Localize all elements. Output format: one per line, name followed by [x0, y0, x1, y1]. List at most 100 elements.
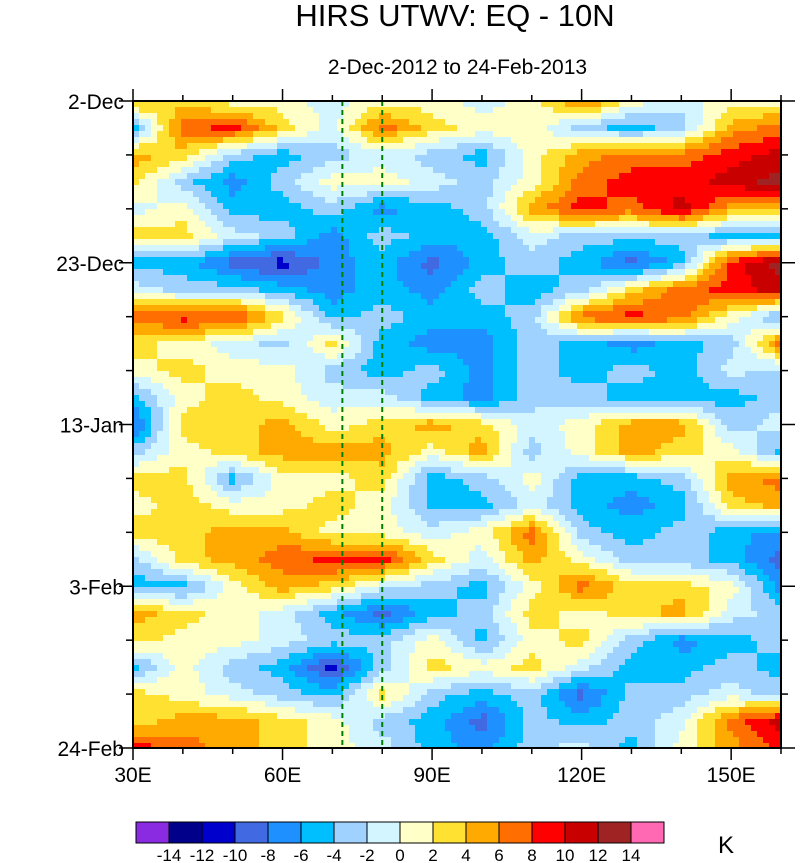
heatmap-cell: [187, 281, 194, 288]
heatmap-cell: [559, 341, 566, 348]
heatmap-cell: [433, 185, 440, 192]
heatmap-cell: [673, 341, 680, 348]
heatmap-cell: [601, 191, 608, 198]
heatmap-cell: [469, 365, 476, 372]
heatmap-cell: [283, 269, 290, 276]
heatmap-cell: [715, 365, 722, 372]
heatmap-cell: [229, 221, 236, 228]
heatmap-cell: [391, 203, 398, 210]
heatmap-cell: [469, 143, 476, 150]
heatmap-cell: [775, 287, 782, 294]
heatmap-cell: [265, 287, 272, 294]
heatmap-cell: [661, 305, 668, 312]
heatmap-cell: [205, 221, 212, 228]
heatmap-cell: [469, 227, 476, 234]
heatmap-cell: [481, 359, 488, 366]
heatmap-cell: [631, 167, 638, 174]
heatmap-cell: [463, 239, 470, 246]
heatmap-cell: [421, 347, 428, 354]
heatmap-cell: [415, 197, 422, 204]
heatmap-cell: [139, 215, 146, 222]
heatmap-cell: [715, 107, 722, 114]
heatmap-cell: [607, 167, 614, 174]
heatmap-cell: [319, 257, 326, 264]
heatmap-cell: [415, 323, 422, 330]
heatmap-cell: [571, 143, 578, 150]
heatmap-cell: [295, 233, 302, 240]
heatmap-cell: [427, 311, 434, 318]
heatmap-cell: [631, 317, 638, 324]
heatmap-cell: [679, 119, 686, 126]
heatmap-cell: [211, 251, 218, 258]
heatmap-cell: [367, 203, 374, 210]
heatmap-cell: [655, 239, 662, 246]
heatmap-cell: [223, 227, 230, 234]
heatmap-cell: [685, 299, 692, 306]
heatmap-cell: [619, 233, 626, 240]
heatmap-cell: [211, 239, 218, 246]
heatmap-cell: [379, 185, 386, 192]
heatmap-cell: [211, 119, 218, 126]
heatmap-cell: [247, 311, 254, 318]
heatmap-cell: [397, 233, 404, 240]
heatmap-cell: [673, 167, 680, 174]
heatmap-cell: [331, 227, 338, 234]
heatmap-cell: [637, 239, 644, 246]
heatmap-cell: [751, 245, 758, 252]
heatmap-cell: [199, 377, 206, 384]
heatmap-cell: [247, 191, 254, 198]
heatmap-cell: [301, 365, 308, 372]
heatmap-cell: [709, 263, 716, 270]
heatmap-cell: [655, 335, 662, 342]
heatmap-cell: [685, 203, 692, 210]
heatmap-cell: [181, 257, 188, 264]
heatmap-cell: [667, 287, 674, 294]
heatmap-cell: [217, 131, 224, 138]
heatmap-cell: [403, 233, 410, 240]
heatmap-cell: [391, 209, 398, 216]
heatmap-cell: [355, 245, 362, 252]
heatmap-cell: [625, 365, 632, 372]
heatmap-cell: [289, 125, 296, 132]
heatmap-cell: [559, 257, 566, 264]
heatmap-cell: [685, 281, 692, 288]
heatmap-cell: [733, 317, 740, 324]
heatmap-cell: [613, 257, 620, 264]
heatmap-cell: [163, 275, 170, 282]
heatmap-cell: [313, 197, 320, 204]
heatmap-cell: [667, 161, 674, 168]
heatmap-cell: [685, 353, 692, 360]
heatmap-cell: [505, 233, 512, 240]
heatmap-cell: [547, 125, 554, 132]
heatmap-cell: [757, 113, 764, 120]
heatmap-cell: [583, 353, 590, 360]
heatmap-cell: [523, 119, 530, 126]
heatmap-cell: [613, 341, 620, 348]
heatmap-cell: [457, 245, 464, 252]
heatmap-cell: [661, 215, 668, 222]
heatmap-cell: [433, 131, 440, 138]
heatmap-cell: [775, 167, 782, 174]
heatmap-cell: [637, 245, 644, 252]
heatmap-cell: [337, 203, 344, 210]
heatmap-cell: [583, 173, 590, 180]
heatmap-cell: [241, 155, 248, 162]
heatmap-cell: [607, 143, 614, 150]
heatmap-cell: [583, 161, 590, 168]
heatmap-cell: [151, 287, 158, 294]
heatmap-cell: [529, 155, 536, 162]
heatmap-cell: [721, 263, 728, 270]
heatmap-cell: [529, 233, 536, 240]
heatmap-cell: [325, 131, 332, 138]
heatmap-cell: [415, 347, 422, 354]
heatmap-cell: [679, 329, 686, 336]
heatmap-cell: [403, 281, 410, 288]
heatmap-cell: [577, 305, 584, 312]
heatmap-cell: [307, 143, 314, 150]
heatmap-cell: [361, 239, 368, 246]
heatmap-cell: [661, 317, 668, 324]
heatmap-cell: [259, 317, 266, 324]
heatmap-cell: [655, 245, 662, 252]
heatmap-cell: [487, 233, 494, 240]
heatmap-cell: [589, 275, 596, 282]
